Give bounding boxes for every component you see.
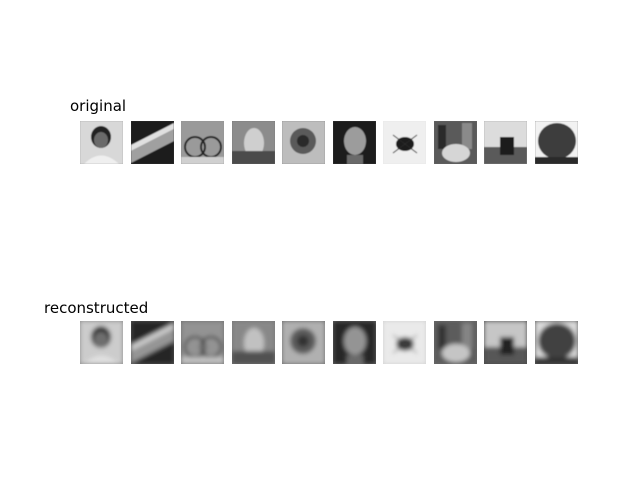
- original-thumbnail: [383, 121, 426, 164]
- reconstructed-thumbnail: [535, 321, 578, 364]
- reconstructed-thumbnail: [383, 321, 426, 364]
- reconstructed-row-label: reconstructed: [44, 299, 149, 317]
- reconstructed-thumbnail: [131, 321, 174, 364]
- reconstructed-thumbnail: [232, 321, 275, 364]
- original-thumbnail: [232, 121, 275, 164]
- original-thumbnail: [484, 121, 527, 164]
- reconstructed-thumbnail-strip: [80, 321, 580, 364]
- reconstructed-thumbnail: [181, 321, 224, 364]
- reconstructed-thumbnail: [333, 321, 376, 364]
- original-thumbnail-strip: [80, 121, 580, 164]
- reconstructed-thumbnail: [80, 321, 123, 364]
- reconstructed-thumbnail: [484, 321, 527, 364]
- original-thumbnail: [131, 121, 174, 164]
- original-row-label: original: [70, 97, 127, 115]
- reconstructed-thumbnail: [282, 321, 325, 364]
- original-thumbnail: [282, 121, 325, 164]
- original-thumbnail: [80, 121, 123, 164]
- original-thumbnail: [181, 121, 224, 164]
- original-thumbnail: [434, 121, 477, 164]
- original-thumbnail: [333, 121, 376, 164]
- reconstructed-thumbnail: [434, 321, 477, 364]
- original-thumbnail: [535, 121, 578, 164]
